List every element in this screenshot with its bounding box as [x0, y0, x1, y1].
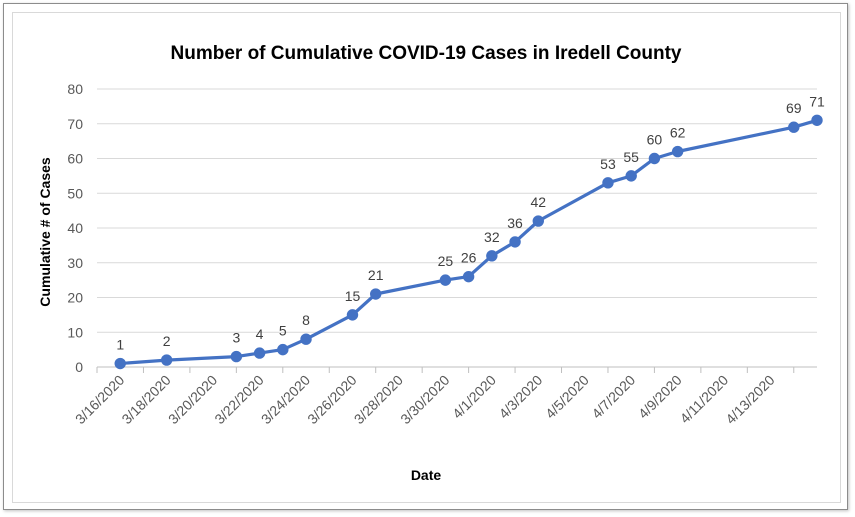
data-point — [160, 354, 173, 366]
data-point — [625, 170, 637, 182]
series-line — [120, 118, 818, 366]
x-tick-label: 4/5/2020 — [542, 372, 592, 422]
data-label: 15 — [345, 288, 361, 304]
chart-area — [12, 12, 841, 503]
x-tick-label: 3/26/2020 — [304, 372, 360, 428]
data-point — [277, 343, 289, 356]
y-tick-label: 80 — [67, 81, 83, 97]
chart-title: Number of Cumulative COVID-19 Cases in I… — [171, 43, 682, 64]
data-point — [486, 250, 498, 262]
data-point — [300, 333, 312, 345]
data-label: 3 — [232, 330, 240, 346]
data-label: 21 — [368, 267, 384, 283]
y-tick-label: 40 — [67, 220, 83, 236]
data-point — [462, 270, 475, 283]
x-tick-label: 4/11/2020 — [677, 372, 732, 427]
y-tick-label: 70 — [67, 116, 83, 132]
y-tick-label: 20 — [67, 290, 83, 306]
data-point — [602, 177, 614, 189]
data-label: 69 — [786, 100, 802, 116]
data-label: 8 — [302, 312, 310, 328]
data-point — [253, 347, 266, 359]
data-point — [346, 309, 359, 321]
x-tick-label: 3/30/2020 — [397, 372, 453, 428]
data-label: 71 — [809, 93, 825, 109]
data-label: 55 — [623, 149, 639, 165]
x-tick-label: 3/20/2020 — [165, 372, 221, 428]
y-tick-label: 30 — [67, 255, 83, 271]
x-tick-label: 3/28/2020 — [351, 372, 407, 428]
x-tick-label: 3/22/2020 — [211, 372, 267, 428]
data-point — [509, 236, 521, 248]
data-point — [370, 288, 382, 300]
x-tick-label: 4/7/2020 — [588, 372, 638, 422]
x-tick-label: 4/13/2020 — [722, 372, 778, 428]
line-chart: Number of Cumulative COVID-19 Cases in I… — [37, 43, 825, 483]
y-axis-title: Cumulative # of Cases — [37, 157, 53, 307]
data-label: 53 — [600, 156, 616, 172]
x-tick-label: 4/1/2020 — [449, 372, 499, 422]
data-label: 42 — [531, 194, 547, 210]
data-label: 2 — [163, 333, 171, 349]
data-label: 62 — [670, 125, 686, 141]
x-axis-title: Date — [411, 467, 442, 483]
y-tick-label: 60 — [67, 151, 83, 167]
data-label: 5 — [279, 323, 287, 339]
data-label: 60 — [647, 132, 663, 148]
data-point — [648, 152, 661, 165]
y-tick-label: 10 — [67, 324, 83, 340]
x-tick-label: 3/24/2020 — [258, 372, 314, 428]
data-point — [532, 215, 544, 227]
data-point — [671, 145, 684, 158]
data-label: 36 — [507, 215, 523, 231]
data-label: 32 — [484, 229, 500, 245]
x-tick-label: 3/18/2020 — [118, 372, 174, 428]
data-label: 25 — [438, 253, 454, 269]
data-label: 26 — [461, 250, 477, 266]
chart-frame: Number of Cumulative COVID-19 Cases in I… — [3, 3, 848, 510]
data-point — [114, 357, 126, 370]
data-point — [439, 274, 452, 286]
y-tick-label: 50 — [67, 185, 83, 201]
data-label: 4 — [256, 326, 264, 342]
data-label: 1 — [116, 337, 124, 353]
x-tick-label: 3/16/2020 — [72, 372, 128, 428]
y-tick-label: 0 — [75, 359, 83, 375]
data-point — [230, 350, 243, 363]
data-point — [788, 121, 800, 133]
x-tick-label: 4/3/2020 — [496, 372, 546, 422]
data-point — [811, 114, 823, 126]
